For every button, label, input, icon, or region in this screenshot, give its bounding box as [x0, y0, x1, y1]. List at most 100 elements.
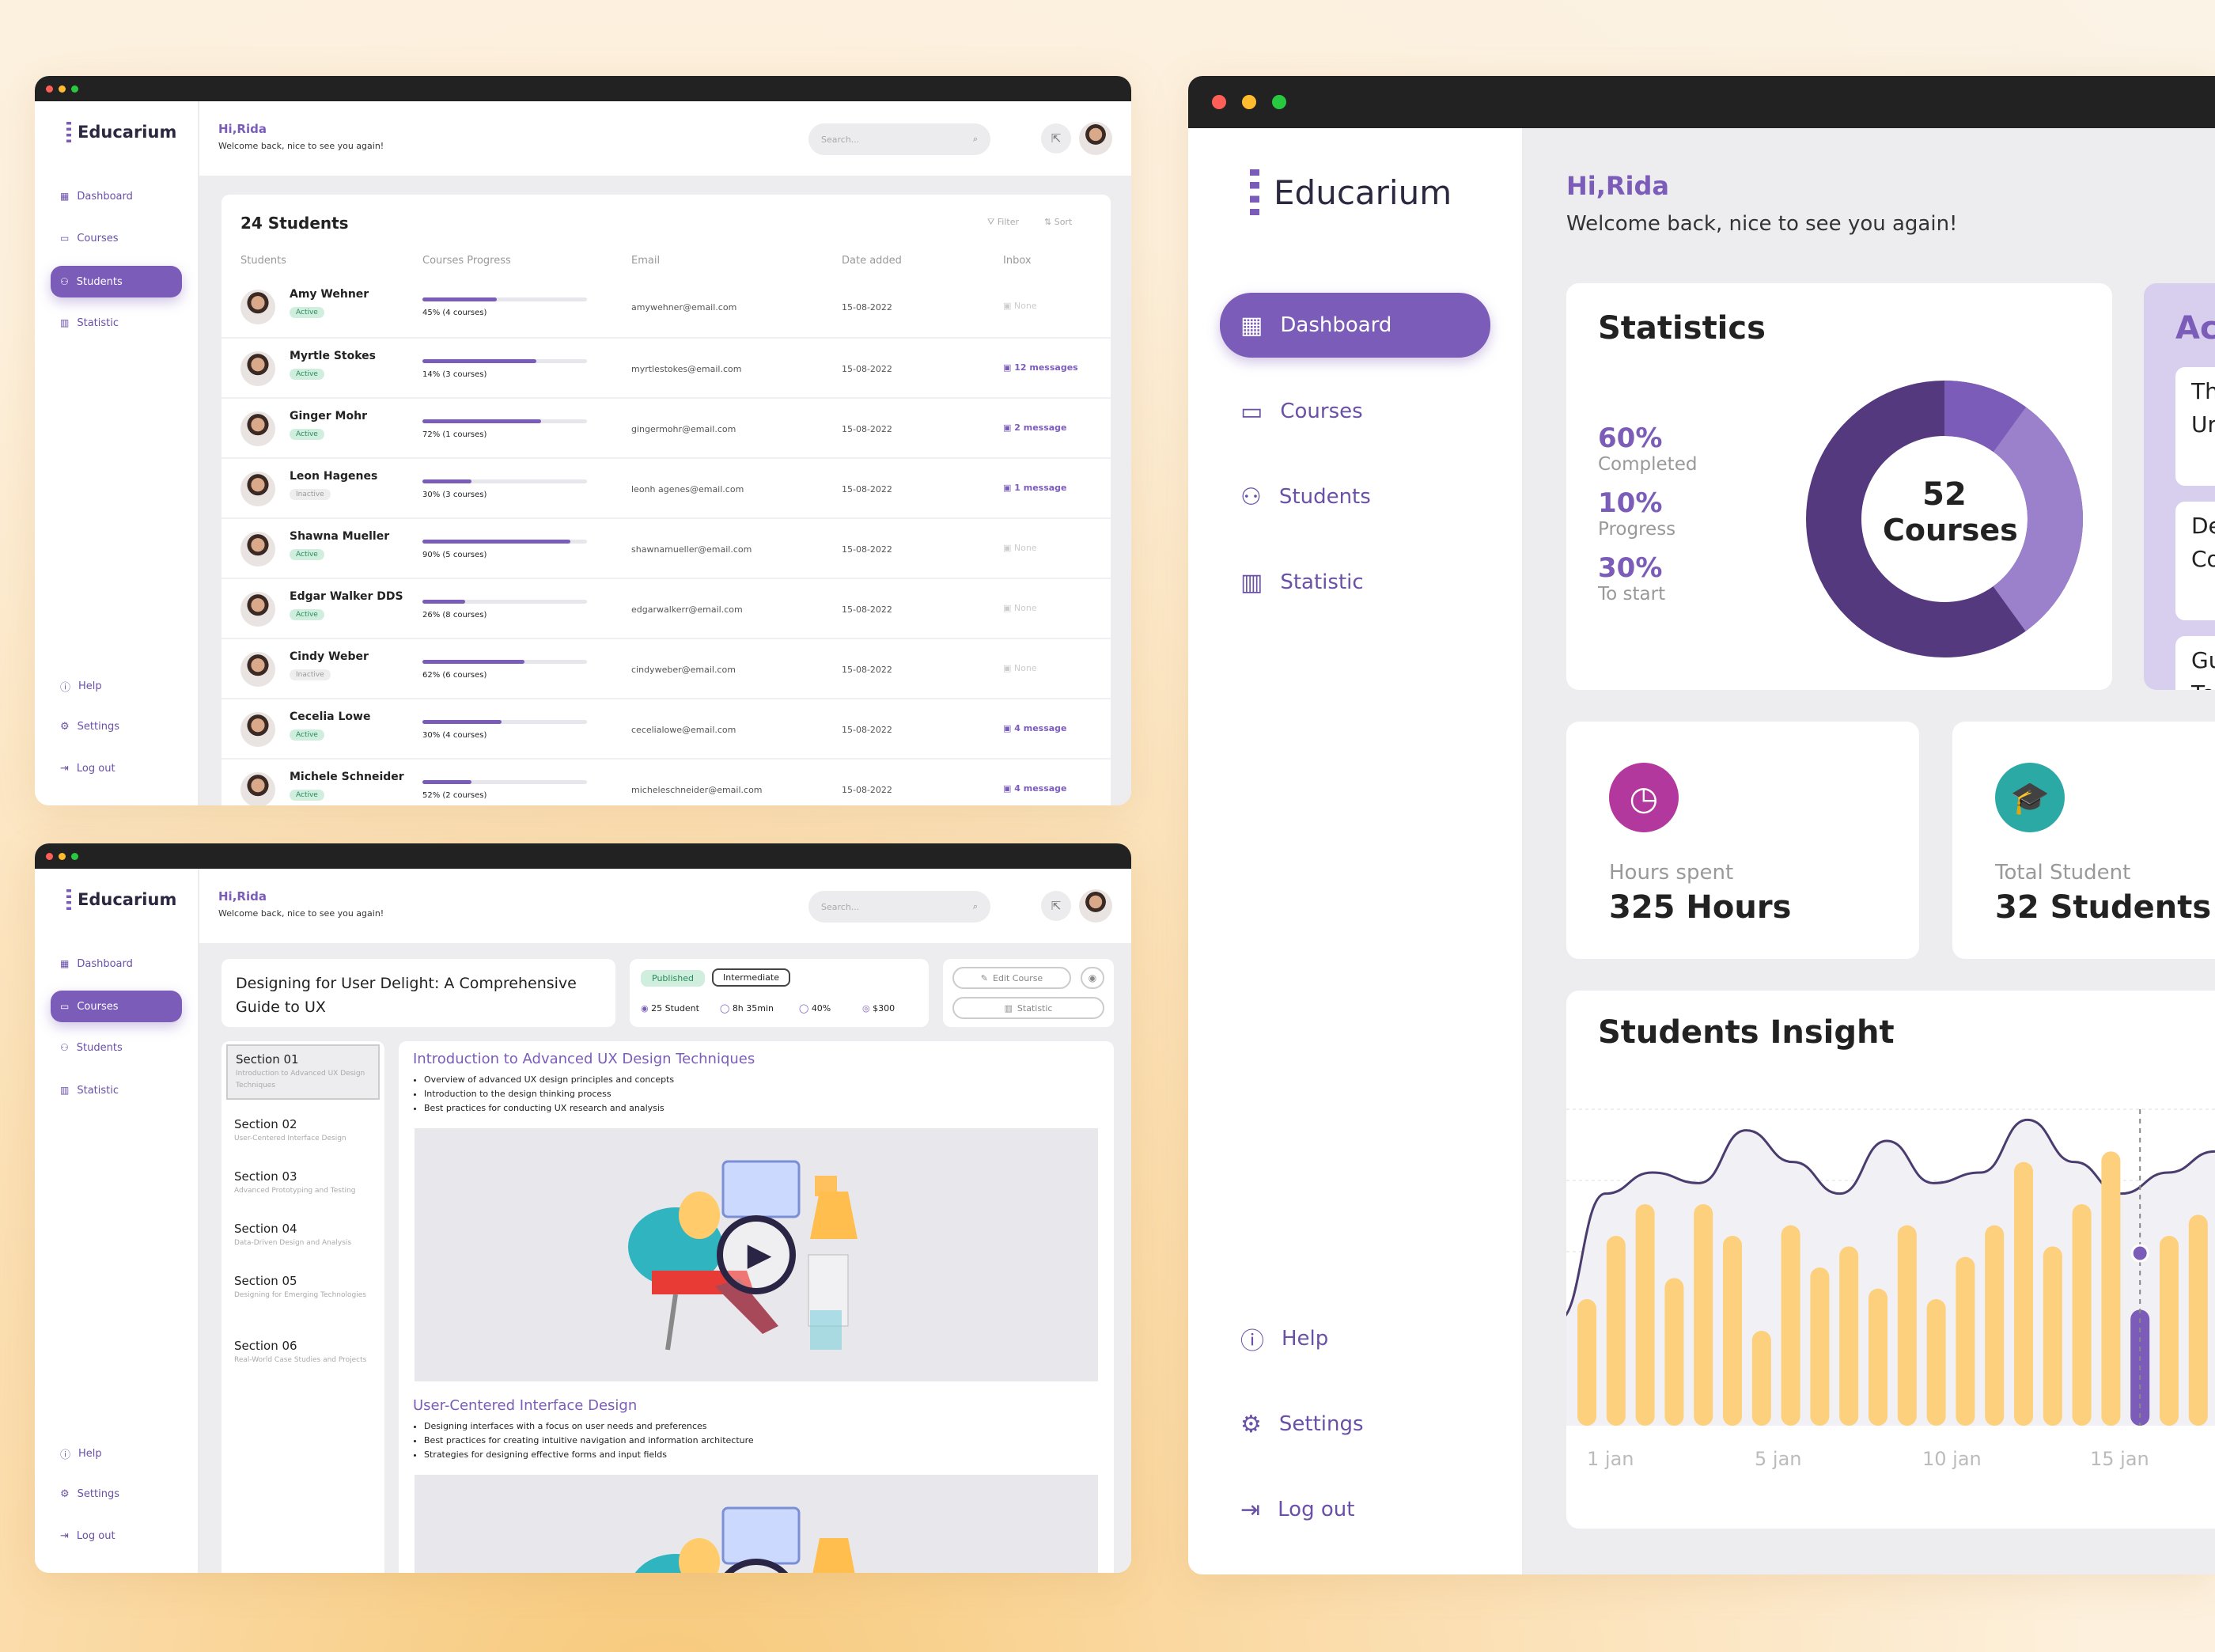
table-row[interactable]: Shawna Mueller Active 90% (5 courses) sh… — [222, 517, 1111, 578]
insight-bar — [1751, 1331, 1771, 1426]
section-item[interactable]: Section 04 Data-Driven Design and Analys… — [226, 1215, 380, 1256]
nav-logout[interactable]: ⇥ Log out — [60, 1530, 115, 1542]
nav-statistic[interactable]: ▥ Statistic — [1240, 568, 1364, 597]
minimize-dot[interactable] — [1242, 95, 1256, 109]
avatar — [240, 472, 275, 506]
students-table-card: 24 Students ⛛ Filter ⇅ Sort Students Cou… — [222, 195, 1111, 805]
nav-statistic[interactable]: ▥ Statistic — [60, 1084, 119, 1097]
nav-courses[interactable]: ▭ Courses — [51, 991, 182, 1022]
nav-courses[interactable]: ▭ Courses — [1240, 397, 1363, 426]
table-row[interactable]: Myrtle Stokes Active 14% (3 courses) myr… — [222, 337, 1111, 397]
table-row[interactable]: Michele Schneider Active 52% (2 courses)… — [222, 758, 1111, 805]
student-name: Amy Wehner — [290, 288, 369, 301]
hours-value: 325 Hours — [1609, 889, 1792, 926]
nav-logout[interactable]: ⇥ Log out — [60, 763, 115, 775]
inbox-link[interactable]: ▣ 4 message — [1003, 783, 1067, 794]
section-item[interactable]: Section 05 Designing for Emerging Techno… — [226, 1267, 380, 1308]
table-row[interactable]: Cecelia Lowe Active 30% (4 courses) cece… — [222, 698, 1111, 758]
lesson-content: Introduction to Advanced UX Design Techn… — [399, 1041, 1114, 1573]
avatar[interactable] — [1079, 889, 1112, 923]
inbox-link[interactable]: ▣ 12 messages — [1003, 362, 1078, 373]
search-input[interactable]: Search... ⌕ — [808, 123, 990, 155]
activity-item[interactable]: DeCo — [2175, 502, 2215, 620]
inbox-link[interactable]: ▣ 4 message — [1003, 723, 1067, 733]
video-player-2[interactable] — [415, 1475, 1098, 1573]
close-dot[interactable] — [46, 85, 53, 93]
nav-dashboard[interactable]: ▦ Dashboard — [60, 190, 133, 203]
nav-students[interactable]: ⚇ Students — [51, 266, 182, 297]
share-button[interactable]: ⇱ — [1041, 891, 1071, 921]
close-dot[interactable] — [46, 853, 53, 860]
section-item[interactable]: Section 02 User-Centered Interface Desig… — [226, 1111, 380, 1151]
nav-settings[interactable]: ⚙ Settings — [60, 721, 119, 733]
statistic-button[interactable]: ▥ Statistic — [952, 997, 1104, 1019]
nav-statistic[interactable]: ▥ Statistic — [60, 316, 119, 329]
nav-help[interactable]: ⓘ Help — [1220, 1307, 1490, 1370]
close-dot[interactable] — [1212, 95, 1226, 109]
courses-donut — [1806, 381, 2083, 657]
table-row[interactable]: Ginger Mohr Active 72% (1 courses) ginge… — [222, 397, 1111, 457]
inbox-link[interactable]: ▣ None — [1003, 543, 1037, 553]
nav-settings[interactable]: ⚙ Settings — [1240, 1410, 1364, 1438]
filter-button[interactable]: ⛛ Filter — [987, 217, 1019, 227]
status-badge: Active — [290, 369, 324, 380]
level-badge: Intermediate — [712, 968, 790, 987]
inbox-link[interactable]: ▣ None — [1003, 663, 1037, 673]
logout-icon: ⇥ — [1240, 1495, 1261, 1524]
video-player[interactable]: ▶ — [415, 1128, 1098, 1381]
main-area: Hi,Rida Welcome back, nice to see you ag… — [199, 101, 1131, 805]
nav-courses[interactable]: ▭ Courses — [60, 232, 119, 244]
progress-fill — [422, 359, 536, 363]
eye-icon[interactable]: ◉ — [1081, 967, 1104, 989]
insight-title: Students Insight — [1598, 1014, 1895, 1051]
minimize-dot[interactable] — [59, 85, 66, 93]
nav-students[interactable]: ⚇ Students — [60, 1041, 123, 1054]
insight-bar — [2160, 1236, 2179, 1426]
table-row[interactable]: Edgar Walker DDS Active 26% (8 courses) … — [222, 578, 1111, 638]
share-button[interactable]: ⇱ — [1041, 123, 1071, 153]
table-row[interactable]: Amy Wehner Active 45% (4 courses) amyweh… — [222, 277, 1111, 337]
nav-dashboard[interactable]: ▦ Dashboard — [60, 957, 133, 970]
inbox-link[interactable]: ▣ 1 message — [1003, 483, 1067, 493]
section-item[interactable]: Section 06 Real-World Case Studies and P… — [226, 1332, 380, 1373]
progress-icon: ◯ — [799, 1003, 809, 1014]
search-input[interactable]: Search... ⌕ — [808, 891, 990, 923]
logo: Educarium — [66, 122, 176, 142]
date-added: 15-08-2022 — [842, 785, 892, 795]
progress-fill — [422, 479, 472, 483]
course-title-card: Designing for User Delight: A Comprehens… — [222, 959, 615, 1027]
nav-settings[interactable]: ⚙ Settings — [60, 1488, 119, 1500]
student-email: myrtlestokes@email.com — [631, 364, 742, 374]
greeting: Hi,Rida — [218, 122, 267, 136]
maximize-dot[interactable] — [71, 853, 78, 860]
minimize-dot[interactable] — [59, 853, 66, 860]
section-item[interactable]: Section 01 Introduction to Advanced UX D… — [226, 1044, 380, 1100]
status-badge: Active — [290, 307, 324, 318]
insight-chart: 1 jan 5 jan 10 jan 15 jan — [1566, 1108, 2215, 1470]
dashboard-icon: ▦ — [1240, 311, 1263, 339]
avatar[interactable] — [1079, 122, 1112, 155]
maximize-dot[interactable] — [1272, 95, 1286, 109]
activity-item[interactable]: Th Ur — [2175, 367, 2215, 486]
stat-completed: 60% Completed — [1598, 422, 1698, 475]
table-row[interactable]: Cindy Weber Inactive 62% (6 courses) cin… — [222, 638, 1111, 698]
table-row[interactable]: Leon Hagenes Inactive 30% (3 courses) le… — [222, 457, 1111, 517]
activity-item[interactable]: GuTe — [2175, 636, 2215, 690]
nav-help[interactable]: ⓘ Help — [60, 680, 102, 694]
status-badge: Active — [290, 790, 324, 801]
play-button[interactable]: ▶ — [717, 1215, 796, 1294]
inbox-link[interactable]: ▣ 2 message — [1003, 422, 1067, 433]
section-item[interactable]: Section 03 Advanced Prototyping and Test… — [226, 1163, 380, 1203]
maximize-dot[interactable] — [71, 85, 78, 93]
nav-help[interactable]: ⓘ Help — [60, 1448, 102, 1461]
stat-to-start: 30% To start — [1598, 552, 1666, 604]
inbox-link[interactable]: ▣ None — [1003, 301, 1037, 311]
nav-students[interactable]: ⚇ Students — [1240, 483, 1371, 511]
status-badge: Published — [641, 970, 705, 987]
edit-course-button[interactable]: ✎ Edit Course — [952, 967, 1071, 989]
highlight-point[interactable] — [2130, 1244, 2149, 1263]
inbox-link[interactable]: ▣ None — [1003, 603, 1037, 613]
nav-dashboard[interactable]: ▦ Dashboard — [1220, 293, 1490, 358]
nav-logout[interactable]: ⇥ Log out — [1240, 1495, 1355, 1524]
sort-button[interactable]: ⇅ Sort — [1044, 217, 1073, 227]
